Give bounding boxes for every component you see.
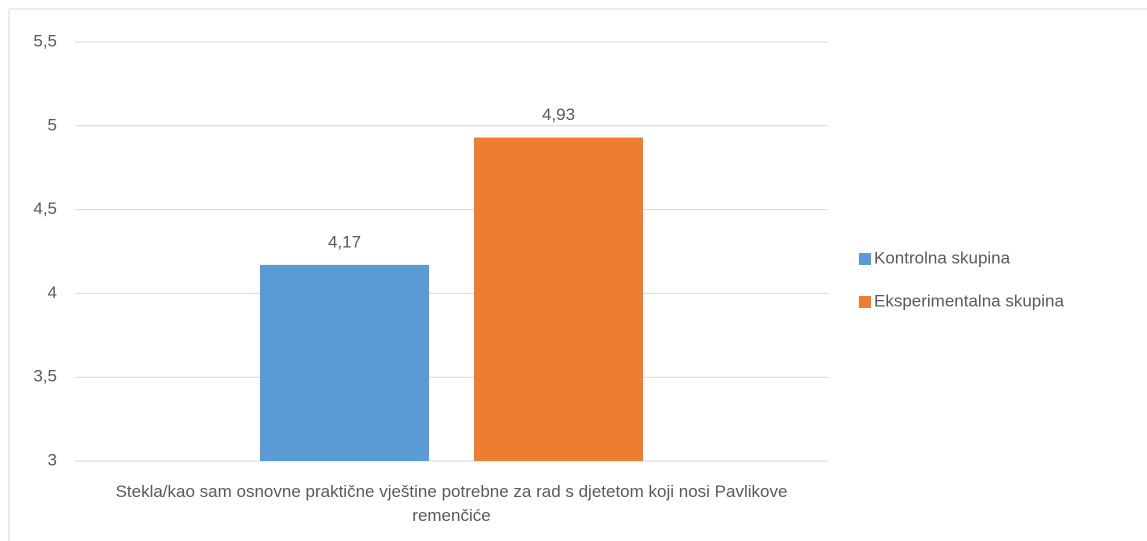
bar (260, 264, 429, 461)
x-category-label: Stekla/kao sam osnovne praktične vještin… (115, 482, 788, 525)
legend-swatch (859, 253, 871, 265)
y-tick-label: 3,5 (33, 367, 57, 386)
bar (474, 137, 643, 462)
y-tick-label: 5,5 (33, 31, 57, 50)
legend-label: Eksperimentalna skupina (874, 291, 1064, 310)
data-label: 4,17 (328, 232, 361, 251)
y-tick-label: 3 (48, 450, 57, 469)
y-tick-label: 4 (48, 283, 57, 302)
data-label: 4,93 (542, 105, 575, 124)
legend-swatch (859, 296, 871, 308)
y-tick-label: 4,5 (33, 199, 57, 218)
legend-label: Kontrolna skupina (874, 248, 1011, 267)
y-tick-label: 5 (48, 115, 57, 134)
